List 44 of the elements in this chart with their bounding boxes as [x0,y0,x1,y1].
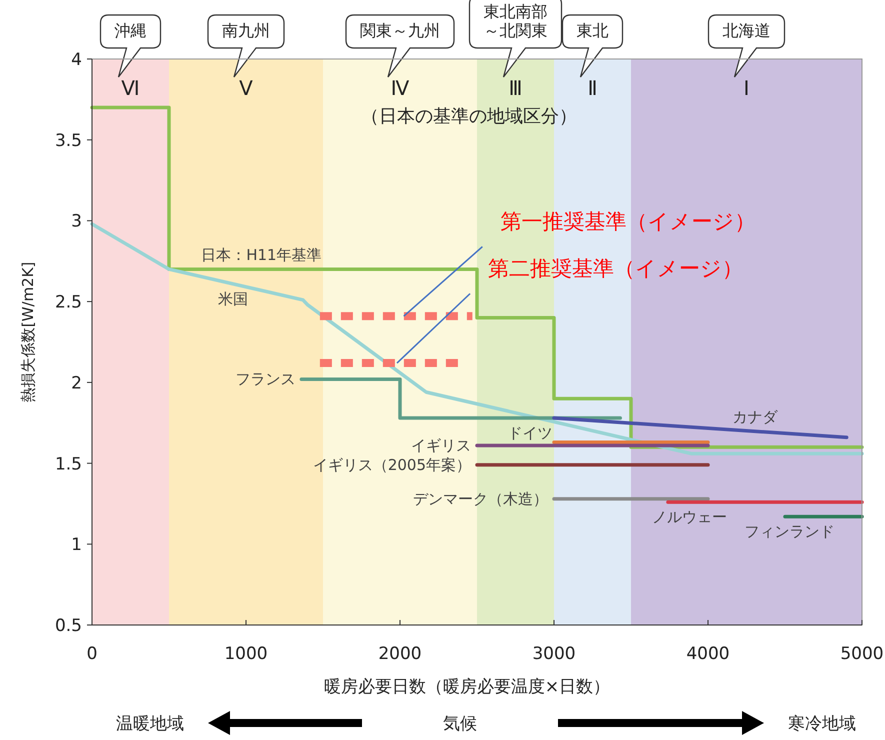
annotation: イギリス [411,436,471,454]
x-tick-label: 2000 [378,644,422,664]
annotation: フィンランド [744,522,835,541]
band-label: Ⅰ [744,76,750,100]
annotation: フランス [235,370,296,388]
y-tick-label: 3.5 [54,130,82,151]
text: 東北 [576,21,608,40]
x-tick-label: 0 [86,644,98,664]
x-tick-label: 3000 [532,644,576,664]
text: 沖縄 [114,21,146,40]
x-axis-title: 暖房必要日数（暖房必要温度×日数） [324,677,610,697]
annotation: 日本：H11年基準 [201,246,322,264]
text: 第二推奨基準（イメージ） [488,256,744,281]
x-tick-label: 1000 [224,644,268,664]
band-label: Ⅵ [121,76,140,100]
band: Ⅵ [92,59,169,625]
annotation: （日本の基準の地域区分） [361,106,577,127]
band-label: Ⅱ [588,76,598,100]
y-tick-label: 2 [71,373,82,394]
text: 南九州 [222,21,270,40]
y-tick-label: 3 [71,212,82,232]
band-label: Ⅴ [239,76,254,100]
text: 関東～九州 [360,21,440,40]
y-tick-label: 1.5 [54,454,82,474]
band-label: Ⅲ [508,76,522,100]
y-axis-title: 熱損失係数[W/m2K] [19,262,37,402]
y-tick-label: 0.5 [54,616,82,636]
annotation: デンマーク（木造） [413,490,548,508]
text: 気候 [443,714,477,734]
y-tick-label: 2.5 [54,292,82,313]
text: 寒冷地域 [788,714,856,734]
y-tick-label: 1 [71,535,82,556]
x-tick-label: 4000 [686,644,730,664]
text: 第一推奨基準（イメージ） [500,210,756,234]
annotation: イギリス（2005年案） [312,456,471,474]
band-label: Ⅳ [390,76,410,100]
annotation: ノルウェー [652,508,728,526]
annotation: カナダ [732,408,778,426]
text: 北海道 [722,21,770,40]
y-tick-label: 4 [71,50,82,70]
x-tick-label: 5000 [840,644,884,664]
text: 温暖地域 [116,714,184,734]
annotation: 米国 [218,290,248,308]
annotation: ドイツ [508,424,553,442]
